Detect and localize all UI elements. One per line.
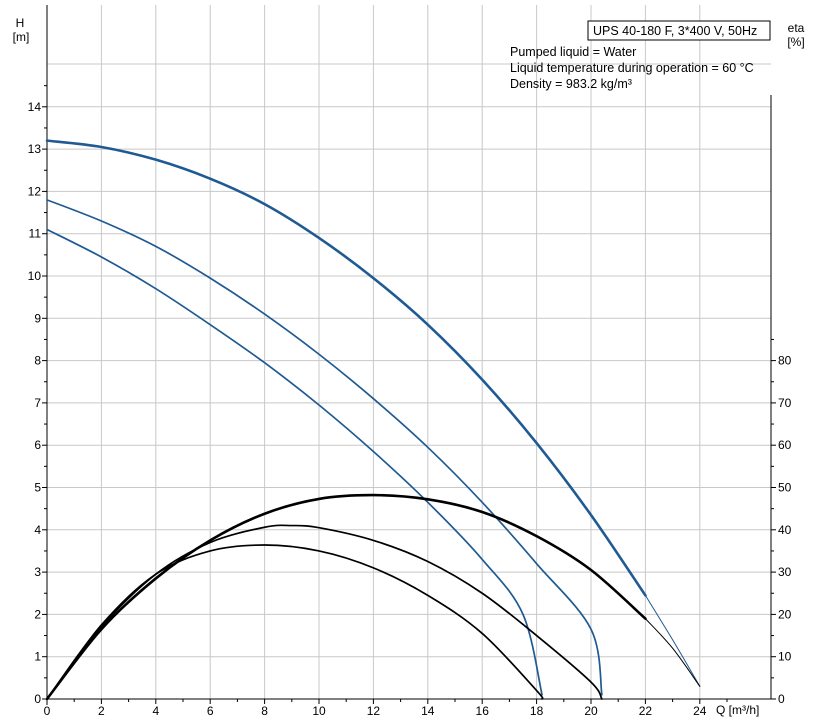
- left-tick-label: 12: [28, 184, 42, 198]
- right-tick-label: 0: [778, 692, 785, 706]
- x-tick-label: 16: [476, 704, 490, 718]
- left-tick-label: 2: [34, 607, 41, 621]
- info-box: UPS 40-180 F, 3*400 V, 50Hz Pumped liqui…: [510, 20, 771, 91]
- x-tick-label: 14: [421, 704, 435, 718]
- right-tick-label: 10: [778, 650, 792, 664]
- right-tick-label: 40: [778, 523, 792, 537]
- left-tick-label: 8: [34, 354, 41, 368]
- right-tick-label: 20: [778, 607, 792, 621]
- left-tick-label: 5: [34, 481, 41, 495]
- x-tick-label: 0: [44, 704, 51, 718]
- head-curve-2: [46, 199, 603, 696]
- right-tick-label: 50: [778, 481, 792, 495]
- efficiency-curve-5: [644, 618, 701, 687]
- x-axis-title: Q [m³/h]: [716, 703, 759, 717]
- left-axis-title: H: [16, 16, 25, 30]
- x-tick-label: 22: [639, 704, 653, 718]
- left-tick-label: 1: [34, 650, 41, 664]
- chart-title: UPS 40-180 F, 3*400 V, 50Hz: [593, 24, 757, 38]
- head-curve-0: [45, 139, 647, 597]
- left-tick-label: 6: [34, 438, 41, 452]
- x-tick-label: 20: [584, 704, 598, 718]
- right-axis-unit: [%]: [787, 35, 804, 49]
- series: [45, 139, 701, 701]
- title-box: [587, 20, 771, 41]
- x-tick-label: 12: [367, 704, 381, 718]
- left-tick-label: 9: [34, 311, 41, 325]
- left-tick-label: 14: [28, 100, 42, 114]
- x-tick-label: 18: [530, 704, 544, 718]
- annotation-1: Pumped liquid = Water: [510, 45, 636, 59]
- x-tick-label: 2: [98, 704, 105, 718]
- left-tick-label: 3: [34, 565, 41, 579]
- right-tick-label: 70: [778, 396, 792, 410]
- ticks: 0 2 4 6 8 10 12 14 16 18 20 22 240123456789101112131…: [28, 85, 792, 718]
- x-tick-label: 6: [207, 704, 214, 718]
- head-curve-3: [46, 228, 543, 696]
- left-tick-label: 11: [29, 227, 42, 241]
- left-tick-label: 10: [28, 269, 42, 283]
- annotation-3: Density = 983.2 kg/m³: [510, 77, 632, 91]
- efficiency-curve-7: [46, 544, 544, 700]
- left-tick-label: 7: [34, 396, 41, 410]
- left-axis-unit: [m]: [13, 30, 30, 44]
- right-tick-label: 30: [778, 565, 792, 579]
- left-tick-label: 4: [34, 523, 41, 537]
- right-tick-label: 60: [778, 438, 792, 452]
- annotation-2: Liquid temperature during operation = 60…: [510, 61, 754, 75]
- x-tick-label: 4: [152, 704, 159, 718]
- right-axis-title: eta: [788, 21, 805, 35]
- grid: [47, 5, 771, 699]
- left-tick-label: 0: [34, 692, 41, 706]
- efficiency-curve-4: [45, 493, 647, 701]
- x-tick-label: 8: [261, 704, 268, 718]
- left-tick-label: 13: [28, 142, 42, 156]
- head-curve-1: [644, 594, 701, 687]
- axes: [43, 5, 772, 705]
- x-tick-label: 24: [693, 704, 707, 718]
- right-tick-label: 80: [778, 354, 792, 368]
- x-tick-label: 10: [312, 704, 326, 718]
